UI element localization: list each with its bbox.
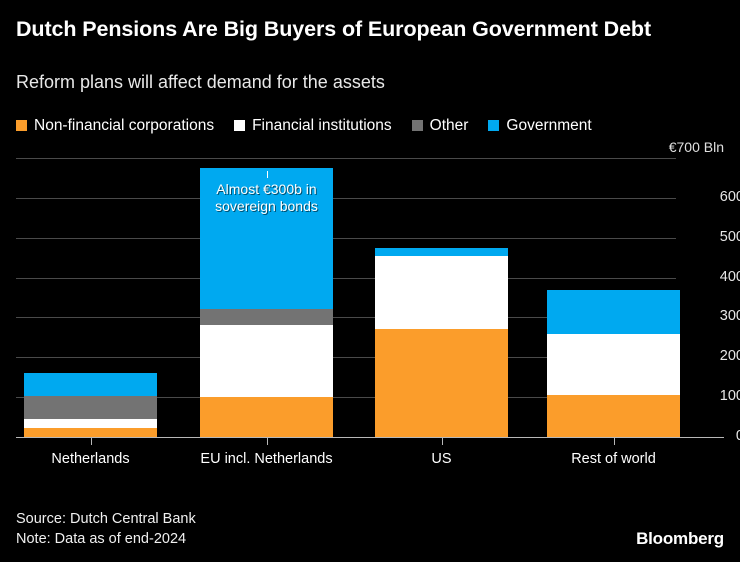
source-line: Source: Dutch Central Bank [16,511,196,527]
x-axis-tick-label: US [431,451,452,467]
legend-item[interactable]: Financial institutions [234,117,392,134]
x-axis-tick-label: Netherlands [51,451,130,467]
note-line: Note: Data as of end-2024 [16,531,187,547]
bloomberg-logo: Bloomberg [636,529,724,548]
y-axis-tick-label: 100 [719,388,740,405]
legend-item-label: Non-financial corporations [34,116,215,134]
bar-segment[interactable] [24,419,157,429]
bar-us[interactable] [375,247,508,437]
bar-segment[interactable] [375,255,508,330]
bar-segment[interactable] [200,325,333,398]
bar-segment[interactable] [375,247,508,256]
bar-segment[interactable] [24,395,157,420]
y-gridline [16,357,676,359]
bar-segment[interactable] [200,168,333,310]
legend-swatch-icon [16,119,27,131]
legend-item-label: Other [429,116,469,134]
legend-swatch-icon [488,119,500,131]
bar-segment[interactable] [375,329,508,437]
x-axis-tick [266,437,268,445]
x-axis-tick-label: EU incl. Netherlands [200,451,333,467]
bar-segment[interactable] [547,395,680,437]
legend-swatch-icon [411,119,423,131]
y-gridline [16,158,676,159]
bar-segment[interactable] [24,428,157,437]
legend-item[interactable]: Government [488,116,592,134]
legend-item-label: Financial institutions [252,116,392,134]
y-axis-tick-label: 0 [735,428,740,444]
legend-item-label: Government [506,116,592,134]
page-title: Dutch Pensions Are Big Buyers of Europea… [16,17,652,41]
bar-rest-of-world[interactable] [547,290,680,437]
chart-legend: Non-financial corporations Financial inst… [16,114,724,136]
bar-segment[interactable] [24,373,157,396]
x-axis-tick [441,437,443,445]
plot-area: 0 100 200 300 400 500 600 Netherlands EU incl. N… [16,158,740,467]
legend-swatch-icon [234,119,246,131]
bar-segment[interactable] [547,334,680,396]
page-subtitle: Reform plans will affect demand for the … [16,72,385,92]
y-gridline [16,397,676,399]
bar-segment[interactable] [547,290,680,335]
legend-item[interactable]: Other [411,116,469,134]
bar-segment[interactable] [200,397,333,437]
x-axis-line [16,437,724,438]
bar-eu-incl-netherlands[interactable] [200,168,333,437]
footer-source-note: Source: Dutch Central Bank Note: Data as… [16,509,196,549]
y-axis-tick-label: 200 [719,348,740,365]
y-gridline [16,277,676,279]
bar-segment[interactable] [200,309,333,326]
y-gridline [16,317,676,319]
annotation-leader-line [266,170,268,178]
y-gridline [16,237,676,239]
legend-item[interactable]: Non-financial corporations [16,117,214,134]
y-axis-tick-label: 300 [719,308,740,325]
x-axis-tick-label: Rest of world [571,451,656,467]
y-axis-tick-label: 600 [719,188,740,205]
y-axis-tick-label: 500 [719,228,740,245]
bar-netherlands[interactable] [24,373,157,437]
x-axis-tick [90,437,92,445]
y-gridline [16,197,676,199]
y-axis-tick-label: 400 [719,268,740,285]
x-axis-tick [613,437,615,445]
chart-annotation: Almost €300b in sovereign bonds [215,180,318,214]
y-axis-units-label: €700 Bln [668,139,724,155]
